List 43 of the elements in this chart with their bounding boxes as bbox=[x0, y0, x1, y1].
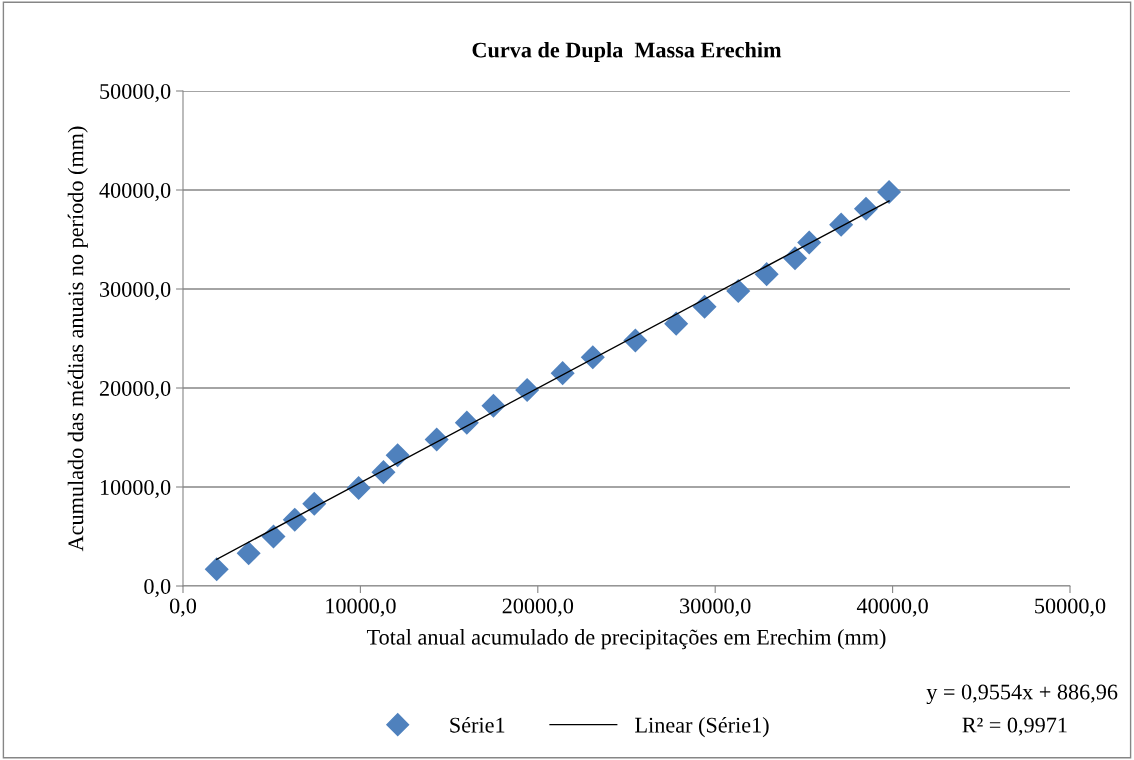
point bbox=[371, 460, 396, 485]
point bbox=[282, 507, 307, 532]
text: R² = 0,9971 bbox=[962, 717, 1067, 736]
point bbox=[302, 491, 327, 516]
y-tick-label: 20000,0 bbox=[99, 380, 171, 400]
point bbox=[236, 541, 261, 566]
point bbox=[261, 524, 286, 549]
point bbox=[754, 262, 779, 287]
point bbox=[623, 328, 648, 353]
x-tick-label: 30000,0 bbox=[680, 598, 751, 617]
chart-title: Curva de Dupla Massa Erechim bbox=[472, 41, 782, 63]
y-axis-title: Acumulado das médias anuais no período (mm) bbox=[67, 126, 88, 552]
x-axis-title: Total anual acumulado de precipitações em Erechim (mm) bbox=[366, 629, 886, 650]
x-tick-label: 50000,0 bbox=[1035, 598, 1106, 617]
point bbox=[454, 410, 479, 435]
point bbox=[481, 393, 506, 418]
point bbox=[550, 361, 575, 386]
point bbox=[204, 557, 229, 582]
point bbox=[829, 212, 854, 237]
y-tick-label: 40000,0 bbox=[99, 182, 171, 202]
point bbox=[515, 377, 540, 403]
text: y = 0,9554x + 886,96 bbox=[926, 684, 1118, 705]
legend-label: Série1 bbox=[450, 716, 505, 733]
point bbox=[853, 196, 879, 221]
y-tick-label: 30000,0 bbox=[100, 281, 171, 301]
x-tick-label: 40000,0 bbox=[856, 598, 928, 617]
x-tick-label: 10000,0 bbox=[326, 598, 396, 617]
point bbox=[385, 443, 410, 468]
x-tick-label: 0,0 bbox=[169, 598, 197, 617]
legend-label: Linear (Série1) bbox=[635, 716, 769, 738]
y-tick-label: 10000,0 bbox=[100, 479, 171, 499]
y-tick-label: 0,0 bbox=[144, 578, 171, 598]
point bbox=[783, 246, 808, 271]
point bbox=[797, 230, 822, 255]
point bbox=[692, 294, 717, 319]
point bbox=[424, 427, 449, 452]
point bbox=[877, 179, 902, 205]
point bbox=[664, 311, 689, 336]
point bbox=[346, 475, 371, 501]
y-tick-label: 50000,0 bbox=[100, 83, 171, 103]
point bbox=[726, 278, 751, 304]
point bbox=[580, 345, 605, 370]
x-tick-label: 20000,0 bbox=[502, 598, 574, 617]
